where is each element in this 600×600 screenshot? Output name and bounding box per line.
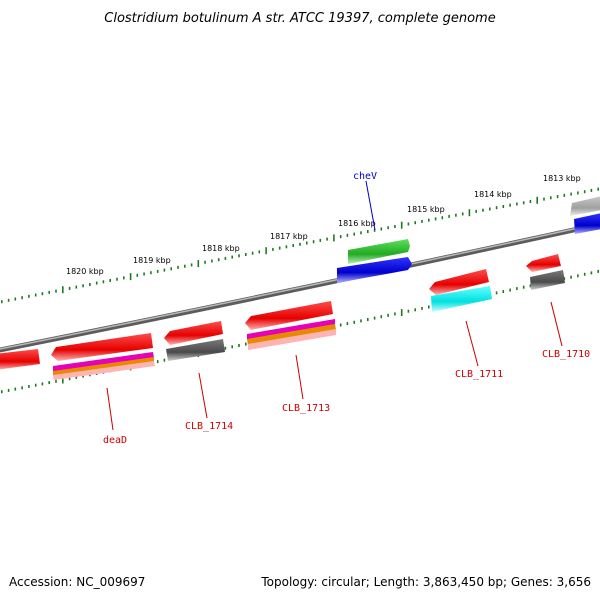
gene-label-chev: cheV: [353, 171, 377, 182]
reverse-strand-genes: [0, 254, 561, 370]
cog-arrow-clb1711: [431, 286, 492, 312]
accession-text: Accession: NC_009697: [9, 575, 145, 589]
kbp-label-1814: 1814 kbp: [474, 190, 512, 199]
forward-cog-genes: [337, 213, 600, 283]
gene-label-leaders: [106, 180, 563, 431]
gene-arrow-left-partial: [0, 349, 40, 370]
reverse-cog-genes: [53, 270, 565, 380]
genome-backbone: [0, 221, 600, 353]
kbp-label-1813: 1813 kbp: [543, 174, 581, 183]
cog-arrow-1813-partial: [574, 213, 600, 234]
gene-arrow-clb1711: [429, 269, 489, 295]
kbp-label-1815: 1815 kbp: [407, 205, 445, 214]
kbp-label-1817: 1817 kbp: [270, 232, 308, 241]
kbp-label-1818: 1818 kbp: [202, 244, 240, 253]
gene-arrow-deaD: [51, 333, 153, 361]
gene-arrow-clb1710: [526, 254, 561, 272]
gene-label-clb1711: CLB_1711: [455, 369, 503, 380]
gene-label-clb1714: CLB_1714: [185, 421, 233, 432]
kbp-label-1819: 1819 kbp: [133, 256, 171, 265]
gene-label-deaD: deaD: [103, 435, 127, 446]
kbp-label-1816: 1816 kbp: [338, 219, 376, 228]
cog-arrow-chev: [337, 257, 412, 283]
gene-labels: deaD CLB_1714 CLB_1713 cheV CLB_1711 CLB…: [103, 171, 590, 446]
cog-arrow-clb1710: [530, 270, 565, 290]
genome-summary-text: Topology: circular; Length: 3,863,450 bp…: [260, 575, 591, 589]
kbp-scale-labels: 1820 kbp 1819 kbp 1818 kbp 1817 kbp 1816…: [66, 174, 581, 276]
gene-arrow-clb1713: [245, 301, 333, 330]
gene-arrow-clb1714: [164, 321, 223, 345]
map-title: Clostridium botulinum A str. ATCC 19397,…: [104, 11, 495, 26]
gene-label-clb1710: CLB_1710: [542, 349, 590, 360]
gene-label-clb1713: CLB_1713: [282, 403, 330, 414]
gene-arrow-chev: [348, 239, 410, 264]
cog-stack-clb1713: [247, 319, 336, 350]
forward-strand-genes: [348, 196, 600, 264]
kbp-label-1820: 1820 kbp: [66, 267, 104, 276]
cog-arrow-clb1714: [166, 339, 225, 361]
gene-arrow-1813-partial: [570, 196, 600, 216]
cog-stack-deaD: [53, 352, 155, 380]
outer-tick-ring: [0, 187, 600, 304]
